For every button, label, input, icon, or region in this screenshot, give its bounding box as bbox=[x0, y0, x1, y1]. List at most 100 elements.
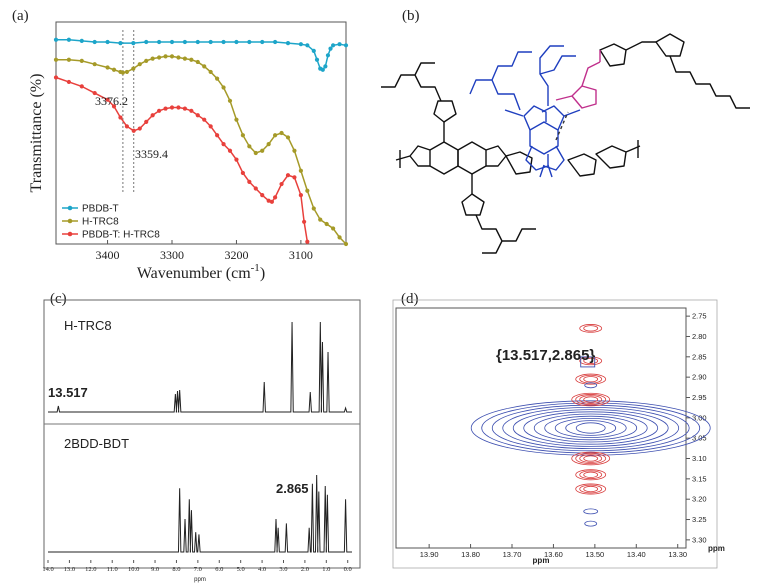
c-xtick-label-11: 3.0 bbox=[279, 566, 287, 573]
panel-a-xlabel: Wavenumber (cm-1) bbox=[137, 262, 265, 282]
a-series-2-point bbox=[285, 173, 291, 178]
d-contour-main bbox=[565, 420, 617, 436]
xlabel-sup: -1 bbox=[251, 262, 260, 274]
a-series-1-point bbox=[66, 57, 71, 62]
d-contour-main bbox=[512, 409, 669, 447]
a-series-1-point bbox=[331, 226, 336, 231]
a-series-2-point bbox=[157, 108, 162, 113]
c-xtick-label-6: 8.0 bbox=[172, 566, 180, 573]
d-contour-neg bbox=[583, 376, 599, 383]
c-xtick-label-13: 1.0 bbox=[322, 566, 330, 573]
a-series-2-point bbox=[144, 119, 149, 124]
a-series-0-point bbox=[311, 48, 316, 53]
a-xtick-label-3200: 3200 bbox=[224, 248, 248, 262]
a-legend-label-0: PBDB-T bbox=[82, 204, 119, 215]
a-series-2-point bbox=[66, 79, 71, 85]
a-series-1-point bbox=[279, 130, 284, 136]
d-contour-neg bbox=[579, 470, 603, 480]
rhodanine-unit bbox=[555, 50, 601, 109]
c-xtick-label-14: 0.0 bbox=[344, 566, 352, 573]
d-contour-main bbox=[491, 404, 690, 452]
panel-d-outer-frame bbox=[392, 299, 718, 569]
annotation-13517: 13.517 bbox=[48, 385, 88, 400]
a-series-1-point bbox=[163, 54, 168, 59]
c-xtick-label-9: 5.0 bbox=[237, 566, 245, 573]
c-spectrum-0 bbox=[48, 321, 352, 413]
c-spectrum-1 bbox=[48, 474, 352, 553]
a-series-1-point bbox=[227, 98, 233, 103]
a-series-2-point bbox=[208, 124, 213, 129]
a-series-2-point bbox=[215, 133, 220, 138]
a-series-2-point bbox=[260, 193, 265, 198]
d-ytick-label-1: 2.80 bbox=[692, 332, 707, 341]
a-series-2-point bbox=[234, 157, 239, 162]
d-ytick-label-4: 2.95 bbox=[692, 393, 707, 402]
c-xtick-label-0: 14.0 bbox=[42, 566, 53, 573]
annotation-3376: 3376.2 bbox=[95, 94, 128, 108]
a-series-2-point bbox=[118, 115, 123, 120]
d-contour-neg bbox=[579, 454, 603, 463]
a-series-2-point bbox=[240, 170, 245, 176]
d-contour-neg bbox=[579, 484, 603, 494]
a-series-0-point bbox=[331, 43, 336, 48]
a-series-2-point bbox=[247, 179, 252, 184]
d-contour-main bbox=[502, 406, 680, 449]
d-xtick-label-6: 13.30 bbox=[668, 550, 687, 559]
a-series-2-point bbox=[131, 128, 136, 133]
a-series-1-point bbox=[131, 66, 136, 71]
a-series-0-point bbox=[182, 39, 187, 45]
a-series-2-point bbox=[150, 113, 155, 118]
d-contour-main bbox=[481, 402, 701, 454]
a-series-0-point bbox=[260, 39, 265, 45]
a-series-1-point bbox=[176, 55, 181, 60]
a-series-2-point bbox=[305, 239, 310, 244]
a-legend-label-2: PBDB-T: H-TRC8 bbox=[82, 230, 160, 241]
a-series-1-point bbox=[150, 56, 155, 61]
a-series-1-point bbox=[298, 168, 303, 173]
c-xtick-label-7: 7.0 bbox=[194, 566, 202, 573]
a-series-2-point bbox=[253, 186, 258, 191]
annotation-crosspeak: {13.517,2.865} bbox=[496, 347, 595, 364]
a-series-1-point bbox=[266, 142, 271, 147]
panel-a-reference-lines bbox=[122, 30, 135, 192]
c-xtick-label-8: 6.0 bbox=[215, 566, 223, 573]
a-series-1-point bbox=[337, 235, 342, 240]
spectrum-label-htrc8: H-TRC8 bbox=[64, 318, 112, 333]
d-ytick-label-5: 3.00 bbox=[692, 413, 707, 422]
d-crosspeak-box bbox=[580, 356, 596, 368]
panel-a-plot-frame bbox=[55, 21, 347, 245]
a-series-0-point bbox=[285, 40, 291, 46]
a-xtick-label-3400: 3400 bbox=[96, 248, 120, 262]
a-series-1-point bbox=[318, 217, 323, 222]
a-series-1-point bbox=[53, 57, 59, 62]
d-contour-neg bbox=[575, 373, 607, 385]
a-series-0-point bbox=[157, 39, 162, 45]
d-contour-minor bbox=[584, 520, 598, 527]
a-series-2-point bbox=[137, 126, 142, 131]
panel-d-plot-frame bbox=[395, 307, 687, 549]
d-contour-main bbox=[470, 400, 711, 456]
a-series-0-point bbox=[337, 42, 342, 47]
d-contour-minor bbox=[584, 382, 598, 389]
a-series-0-point bbox=[208, 39, 213, 45]
d-contour-neg bbox=[571, 392, 611, 407]
a-series-0-point bbox=[314, 57, 320, 62]
a-series-1-point bbox=[305, 188, 310, 193]
d-xtick-label-5: 13.40 bbox=[627, 550, 646, 559]
panel-a-legend: PBDB-T H-TRC8 PBDB-T: H-TRC8 bbox=[62, 204, 160, 241]
d-ytick-label-10: 3.25 bbox=[692, 515, 707, 524]
a-series-0-point bbox=[144, 39, 149, 45]
d-contour-neg bbox=[583, 455, 599, 462]
a-series-0-point bbox=[195, 39, 200, 45]
a-series-0-point bbox=[92, 39, 97, 45]
panel-c-xlabel: ppm bbox=[194, 577, 206, 583]
a-xtick-label-3100: 3100 bbox=[289, 248, 313, 262]
end-unit bbox=[567, 33, 750, 177]
c-xtick-label-3: 11.0 bbox=[107, 566, 118, 573]
xlabel-end: ) bbox=[260, 265, 265, 282]
bdd-unit bbox=[469, 45, 581, 178]
a-series-2-point bbox=[202, 117, 207, 122]
d-contour-main bbox=[533, 413, 648, 443]
a-series-2-point bbox=[221, 142, 226, 147]
a-series-1-point bbox=[253, 150, 258, 156]
